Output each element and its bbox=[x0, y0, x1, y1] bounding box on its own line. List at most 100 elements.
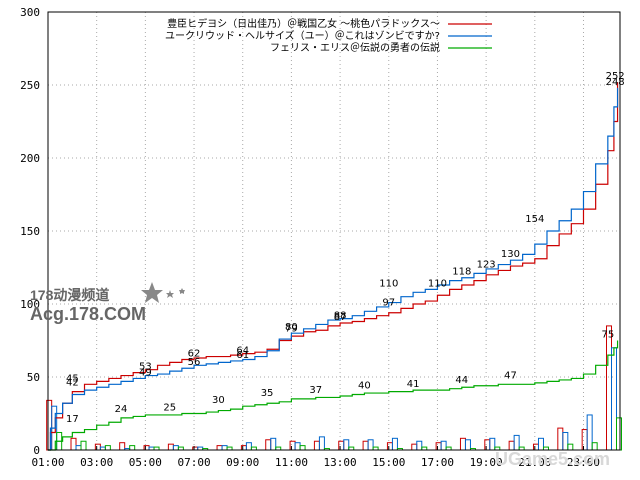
x-tick-label: 03:00 bbox=[80, 456, 113, 469]
data-label: 118 bbox=[452, 267, 471, 278]
hourly-bar bbox=[313, 440, 320, 451]
y-tick-label: 300 bbox=[20, 6, 40, 19]
data-label: 97 bbox=[382, 297, 395, 308]
hourly-bar bbox=[240, 445, 247, 451]
data-label: 154 bbox=[525, 214, 544, 225]
hourly-bar bbox=[459, 437, 466, 451]
point-labels: 45 53 62 64 80 87 97 110 123 252 42 49 56 61 79 88 110 11… bbox=[66, 71, 625, 425]
watermark-top-text: 178动漫频道 bbox=[30, 287, 109, 303]
hourly-bar bbox=[484, 439, 491, 451]
hourly-bar bbox=[80, 440, 87, 451]
hourly-bar bbox=[562, 431, 569, 451]
hourly-bar bbox=[513, 434, 520, 451]
hourly-bar bbox=[416, 440, 423, 451]
data-label: 35 bbox=[261, 388, 274, 399]
data-label: 41 bbox=[407, 379, 420, 390]
watermarks: 178动漫频道 Acg.178.COM UGame5.com bbox=[30, 282, 610, 469]
data-label: 88 bbox=[334, 311, 347, 322]
hourly-bar bbox=[464, 439, 471, 451]
data-label: 40 bbox=[358, 381, 371, 392]
hourly-bar bbox=[386, 442, 393, 451]
data-label: 110 bbox=[428, 278, 447, 289]
hourly-bar bbox=[611, 347, 617, 451]
data-label: 80 bbox=[285, 322, 298, 333]
data-label: 87 bbox=[334, 312, 347, 323]
hourly-bar bbox=[581, 429, 588, 451]
hourly-bar bbox=[270, 437, 277, 451]
y-tick-label: 0 bbox=[33, 444, 40, 457]
data-label: 252 bbox=[606, 71, 625, 82]
data-label: 24 bbox=[115, 404, 128, 415]
data-label: 56 bbox=[188, 357, 201, 368]
y-tick-label: 150 bbox=[20, 225, 40, 238]
series-line-3 bbox=[48, 340, 619, 451]
hourly-bar bbox=[167, 443, 174, 451]
hourly-bar bbox=[265, 439, 272, 451]
hourly-bar bbox=[245, 442, 252, 451]
hourly-bar bbox=[221, 445, 228, 451]
watermark-ugame5: UGame5.com bbox=[495, 449, 610, 469]
hourly-bar bbox=[557, 427, 564, 451]
data-label: 49 bbox=[139, 367, 152, 378]
data-label: 53 bbox=[139, 362, 152, 373]
legend-label-2: ユークリウッド・ヘルサイズ（ユー）＠これはゾンビですか? bbox=[165, 29, 440, 42]
legend-label-1: 豊臣ヒデヨシ（日出佳乃）＠戦国乙女 ～桃色パラドックス～ bbox=[167, 17, 440, 30]
data-label: 64 bbox=[236, 346, 249, 357]
data-label: 248 bbox=[606, 77, 625, 88]
hourly-bar bbox=[391, 437, 398, 451]
hourly-bar bbox=[343, 439, 350, 451]
hourly-bar bbox=[289, 440, 296, 451]
hourly-bar bbox=[616, 417, 622, 451]
legend: 豊臣ヒデヨシ（日出佳乃）＠戦国乙女 ～桃色パラドックス～ユークリウッド・ヘルサイ… bbox=[165, 17, 492, 54]
data-label: 42 bbox=[66, 378, 79, 389]
data-label: 44 bbox=[455, 375, 468, 386]
legend-label-3: フェリス・エリス＠伝説の勇者の伝説 bbox=[270, 41, 440, 54]
watermark-bottom-text: Acg.178.COM bbox=[30, 304, 146, 324]
series-lines bbox=[48, 82, 619, 451]
hourly-bar bbox=[362, 440, 369, 451]
hourly-bar bbox=[435, 442, 442, 451]
grid bbox=[48, 12, 620, 450]
data-label: 45 bbox=[66, 373, 79, 384]
y-tick-label: 200 bbox=[20, 152, 40, 165]
star-icon bbox=[141, 282, 185, 303]
hourly-bar bbox=[172, 445, 179, 451]
hourly-bar bbox=[143, 445, 150, 451]
hourly-bar bbox=[440, 440, 447, 451]
y-tick-label: 250 bbox=[20, 79, 40, 92]
hourly-bar bbox=[586, 414, 593, 451]
hourly-bar bbox=[294, 442, 301, 451]
axes: 0 50 100 150 200 250 300 01:00 03:00 05:00 07:00 09… bbox=[20, 6, 621, 469]
x-tick-label: 17:00 bbox=[421, 456, 454, 469]
hourly-bar bbox=[104, 445, 111, 451]
data-label: 47 bbox=[504, 370, 517, 381]
hourly-bar bbox=[94, 443, 101, 451]
hourly-bar bbox=[129, 445, 136, 451]
hourly-bar bbox=[318, 436, 325, 451]
hourly-bar bbox=[299, 445, 306, 451]
x-tick-label: 13:00 bbox=[324, 456, 357, 469]
data-label: 79 bbox=[285, 324, 298, 335]
x-tick-label: 15:00 bbox=[372, 456, 405, 469]
y-tick-label: 50 bbox=[27, 371, 40, 384]
x-tick-label: 05:00 bbox=[129, 456, 162, 469]
x-tick-label: 09:00 bbox=[226, 456, 259, 469]
hourly-bar bbox=[216, 445, 223, 451]
x-tick-label: 01:00 bbox=[31, 456, 64, 469]
data-label: 130 bbox=[501, 249, 520, 260]
hourly-bar bbox=[367, 439, 374, 451]
x-tick-label: 11:00 bbox=[275, 456, 308, 469]
data-label: 17 bbox=[66, 414, 79, 425]
data-label: 61 bbox=[236, 350, 249, 361]
hourly-bar bbox=[606, 325, 612, 451]
x-tick-label: 07:00 bbox=[177, 456, 210, 469]
hourly-bar bbox=[119, 442, 126, 451]
data-label: 62 bbox=[188, 348, 201, 359]
data-label: 123 bbox=[477, 259, 496, 270]
data-label: 25 bbox=[163, 403, 176, 414]
y-tick-label: 100 bbox=[20, 298, 40, 311]
hourly-bar bbox=[75, 445, 82, 451]
x-tick-label: 23:00 bbox=[567, 456, 600, 469]
